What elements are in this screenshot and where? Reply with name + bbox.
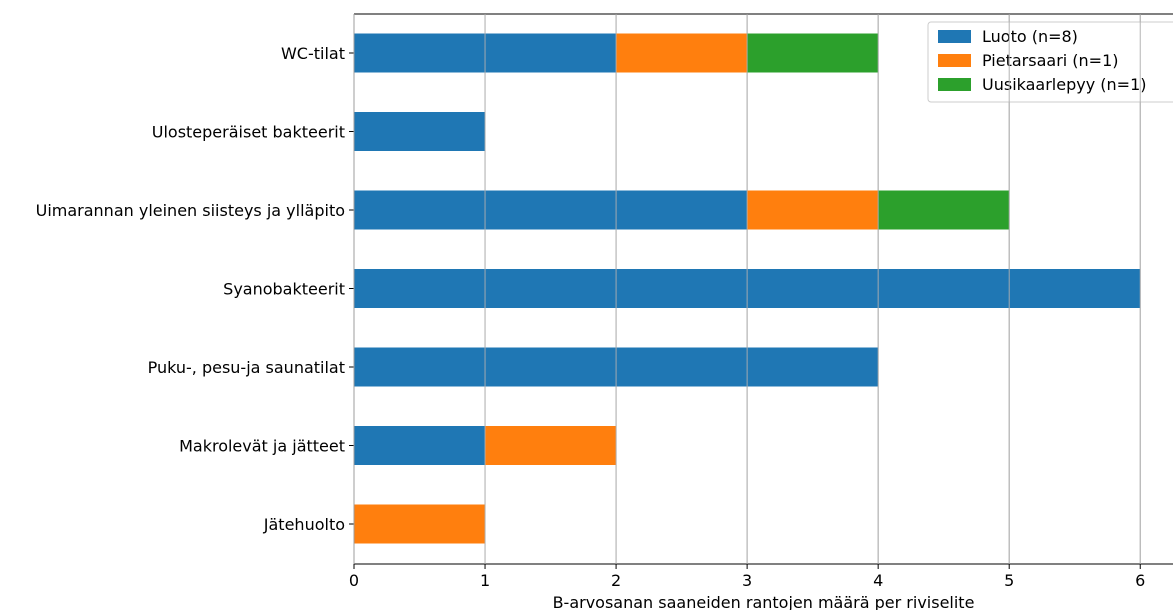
legend-swatch [938, 54, 971, 67]
bar [485, 426, 617, 465]
bar [878, 190, 1010, 230]
legend-entry: Luoto (n=8) [982, 27, 1078, 46]
y-tick-label: WC-tilat [281, 44, 345, 63]
y-tick-label: Uimarannan yleinen siisteys ja ylläpito [36, 201, 345, 220]
x-tick-label: 2 [611, 571, 621, 590]
legend-entry: Uusikaarlepyy (n=1) [982, 75, 1146, 94]
bar [747, 33, 879, 73]
bar [354, 190, 748, 230]
y-tick-label: Jätehuolto [263, 515, 345, 534]
legend-box [927, 21, 1173, 103]
y-axis: WC-tilat Ulosteperäiset bakteerit Uimarann… [36, 44, 354, 534]
bar [747, 190, 879, 230]
y-tick-label: Syanobakteerit [223, 280, 345, 299]
legend-swatch [938, 30, 971, 43]
x-tick-label: 4 [873, 571, 883, 590]
x-tick-label: 0 [349, 571, 359, 590]
x-tick-label: 5 [1004, 571, 1014, 590]
legend-entry: Pietarsaari (n=1) [982, 51, 1119, 70]
bar [354, 504, 486, 544]
y-tick-label: Ulosteperäiset bakteerit [152, 123, 345, 142]
gridlines-overlay [353, 14, 1141, 564]
legend: Luoto (n=8) Pietarsaari (n=1) Uusikaarlepy… [927, 21, 1173, 103]
x-tick-label: 3 [742, 571, 752, 590]
x-axis-label: B-arvosanan saaneiden rantojen määrä per… [553, 593, 975, 610]
x-tick-label: 6 [1135, 571, 1145, 590]
y-tick-label: Makrolevät ja jätteet [179, 437, 345, 456]
y-tick-label: Puku-, pesu-ja saunatilat [148, 358, 345, 377]
bar [354, 426, 486, 465]
legend-swatch [938, 78, 971, 91]
x-axis: 0 1 2 3 4 5 6 [349, 564, 1145, 590]
bar [616, 33, 748, 73]
bar [354, 112, 486, 151]
x-tick-label: 1 [480, 571, 490, 590]
